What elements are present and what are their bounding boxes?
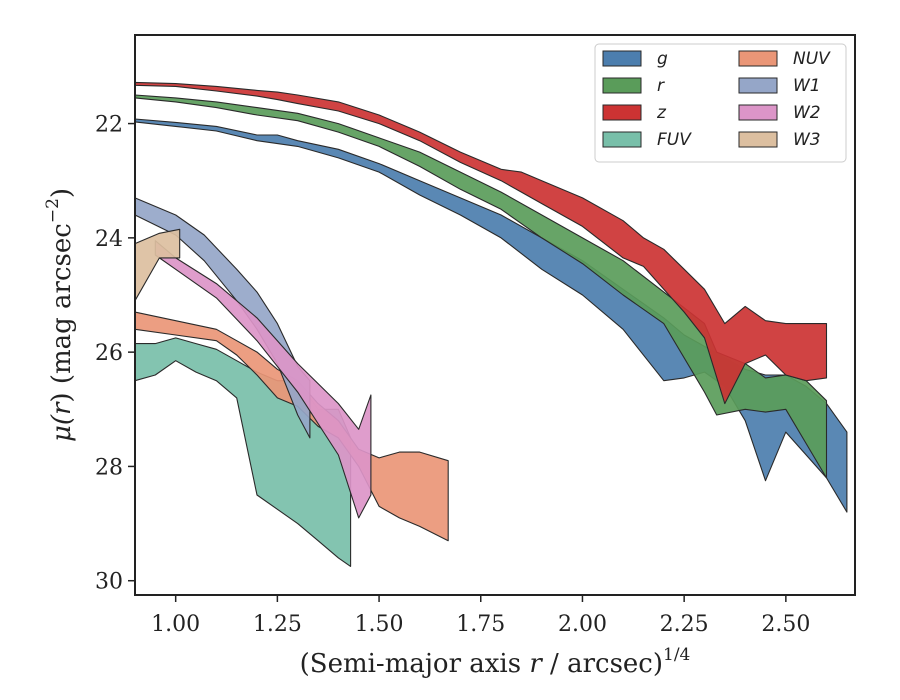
x-tick-label: 2.50 — [761, 612, 810, 637]
y-tick-label: 30 — [95, 570, 123, 595]
legend: grz FUV NUV W1 W2 W3 — [594, 43, 847, 163]
band-w1 — [134, 197, 311, 439]
y-axis-label-tail: ) (mag arcsec — [47, 223, 77, 402]
plot-frame — [134, 34, 856, 596]
legend-label-nuv: NUV — [793, 49, 831, 69]
x-axis-label-exponent: 1/4 — [663, 645, 690, 665]
y-axis-ticks: 22 24 26 28 30 — [95, 113, 135, 595]
legend-swatch-z — [602, 104, 642, 121]
legend-swatch-g — [602, 50, 642, 67]
x-tick-label: 1.25 — [253, 612, 302, 637]
surface-brightness-bands — [134, 81, 848, 567]
band-z — [134, 81, 828, 405]
band-w2 — [154, 240, 372, 519]
x-axis-label-main: (Semi-major axis — [300, 649, 530, 679]
band-fuv — [134, 337, 352, 567]
y-axis-label-close: ) — [47, 188, 77, 198]
x-axis-label: (Semi-major axis r / arcsec)1/4 — [300, 645, 691, 679]
legend-swatch-w3 — [738, 131, 778, 148]
x-axis-label-tail: / arcsec) — [542, 649, 663, 679]
x-axis-label-variable: r — [529, 649, 543, 679]
legend-swatch-r — [602, 77, 642, 94]
legend-label-fuv: FUV — [657, 130, 692, 150]
x-tick-label: 1.75 — [456, 612, 505, 637]
x-tick-label: 1.00 — [151, 612, 200, 637]
y-axis-label: μ(r) (mag arcsec−2) — [43, 188, 77, 442]
y-axis-label-variable: r — [47, 401, 77, 415]
legend-label-z: z — [656, 103, 667, 123]
legend-label-w3: W3 — [793, 130, 821, 150]
y-tick-label: 26 — [95, 341, 123, 366]
legend-label-w1: W1 — [793, 76, 821, 96]
y-tick-label: 22 — [95, 113, 123, 138]
x-tick-label: 2.00 — [558, 612, 607, 637]
legend-label-w2: W2 — [793, 103, 821, 123]
legend-swatch-nuv — [738, 50, 778, 67]
y-tick-label: 24 — [95, 227, 123, 252]
band-g — [134, 118, 848, 513]
legend-swatch-w1 — [738, 77, 778, 94]
legend-swatch-fuv — [602, 131, 642, 148]
y-axis-label-main: μ( — [47, 414, 77, 442]
y-axis-label-exponent: −2 — [43, 198, 63, 223]
legend-label-g: g — [657, 49, 668, 69]
x-tick-label: 1.50 — [355, 612, 404, 637]
legend-swatch-w2 — [738, 104, 778, 121]
legend-box — [594, 43, 847, 163]
x-tick-label: 2.25 — [660, 612, 709, 637]
y-tick-label: 28 — [95, 455, 123, 480]
x-axis-ticks: 1.00 1.25 1.50 1.75 2.00 2.25 2.50 — [151, 595, 810, 637]
legend-label-r: r — [657, 76, 665, 96]
band-r — [134, 94, 828, 479]
